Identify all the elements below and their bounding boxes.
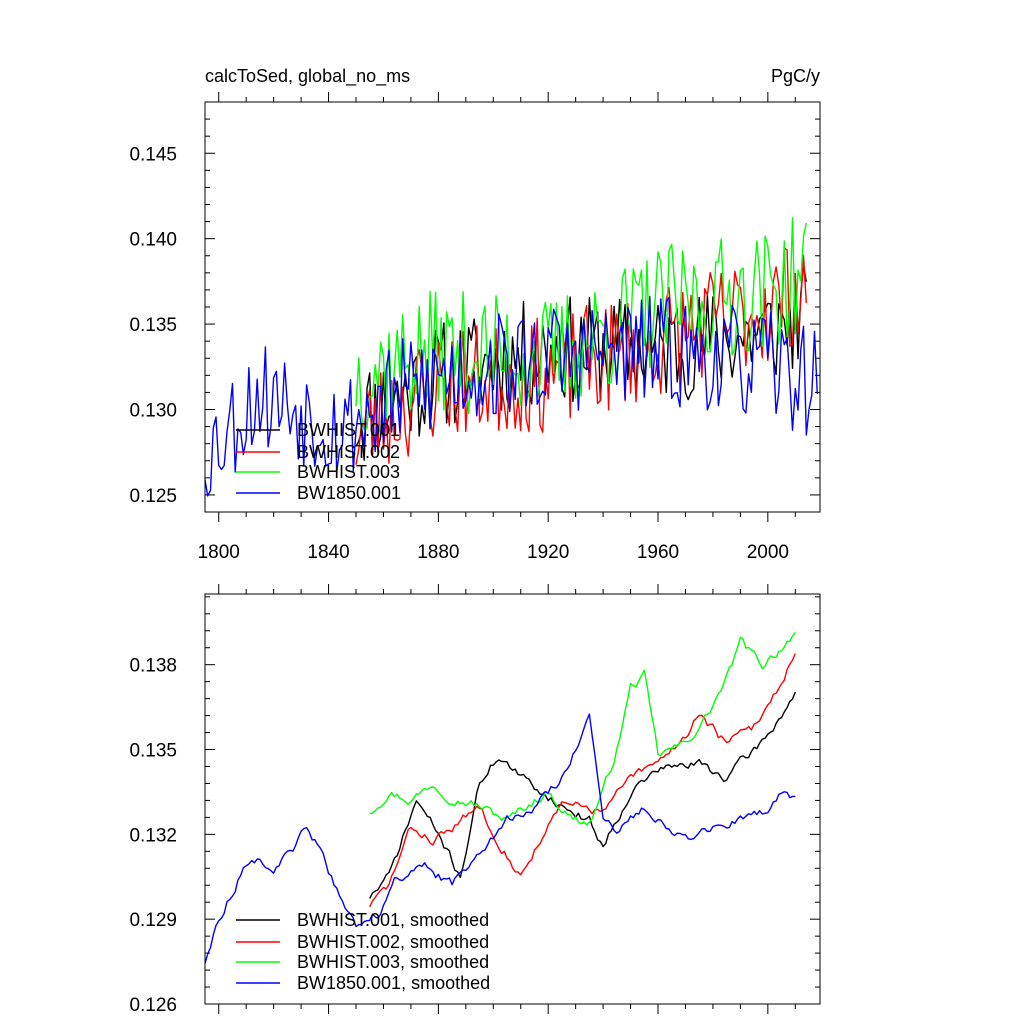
series-line-1 bbox=[369, 653, 796, 908]
bottom-tick-labels: 0.126 0.129 0.132 0.135 0.138 bbox=[129, 656, 177, 1016]
series-line-2 bbox=[369, 631, 796, 826]
bottom-ticks bbox=[205, 584, 820, 1014]
x-tick-label: 1880 bbox=[417, 542, 459, 563]
top-plot-frame bbox=[204, 101, 821, 513]
x-tick-label: 2000 bbox=[747, 542, 789, 563]
panel-top: calcToSed, global_no_ms PgC/y 1800 1840 18… bbox=[129, 66, 821, 563]
legend-label-3: BW1850.001 bbox=[297, 483, 401, 503]
legend-label-2: BWHIST.003, smoothed bbox=[297, 952, 489, 972]
top-series bbox=[204, 217, 818, 497]
y-tick-label: 0.135 bbox=[129, 741, 177, 762]
y-tick-label: 0.130 bbox=[129, 401, 177, 422]
top-title-right: PgC/y bbox=[771, 66, 820, 86]
y-tick-label: 0.140 bbox=[129, 230, 177, 251]
top-title-left: calcToSed, global_no_ms bbox=[205, 66, 410, 87]
x-tick-label: 1840 bbox=[307, 542, 349, 563]
bottom-series bbox=[204, 631, 796, 964]
top-tick-labels: 1800 1840 1880 1920 1960 2000 0.125 0.130 0.135 0… bbox=[129, 144, 789, 563]
x-tick-label: 1800 bbox=[198, 542, 240, 563]
bottom-plot-frame bbox=[204, 593, 821, 1005]
y-tick-label: 0.125 bbox=[129, 486, 177, 507]
series-line-3 bbox=[204, 295, 818, 497]
series-line-0 bbox=[369, 691, 796, 899]
x-tick-label: 1960 bbox=[637, 542, 679, 563]
y-tick-label: 0.126 bbox=[129, 995, 177, 1016]
legend-label-0: BWHIST.001 bbox=[297, 420, 400, 440]
series-line-3 bbox=[204, 713, 796, 964]
y-tick-label: 0.129 bbox=[129, 910, 177, 931]
legend-label-1: BWHIST.002, smoothed bbox=[297, 932, 489, 952]
legend-label-2: BWHIST.003 bbox=[297, 462, 400, 482]
y-tick-label: 0.135 bbox=[129, 315, 177, 336]
top-ticks bbox=[205, 92, 820, 522]
x-tick-label: 1920 bbox=[527, 542, 569, 563]
y-tick-label: 0.132 bbox=[129, 825, 177, 846]
panel-bottom: 0.126 0.129 0.132 0.135 0.138 BWHIST.001, sm… bbox=[129, 584, 821, 1016]
y-tick-label: 0.138 bbox=[129, 656, 177, 677]
legend-label-3: BW1850.001, smoothed bbox=[297, 973, 490, 993]
y-tick-label: 0.145 bbox=[129, 144, 177, 165]
legend-label-1: BWHIST.002 bbox=[297, 442, 400, 462]
legend-label-0: BWHIST.001, smoothed bbox=[297, 910, 489, 930]
